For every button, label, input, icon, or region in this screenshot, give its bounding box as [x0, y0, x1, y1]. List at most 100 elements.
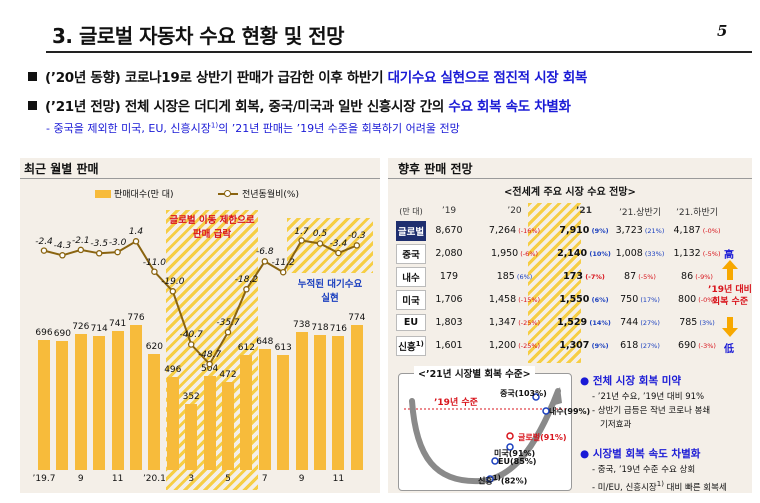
bullet-2: (’21년 전망) 전체 시장은 더디게 회복, 중국/미국과 일반 신흥시장 … [28, 95, 571, 115]
highlight-column-2021 [528, 203, 581, 363]
note-1-head: ● 전체 시장 회복 미약 [580, 375, 682, 387]
annotation-blue: 누적된 대기수요 실현 [297, 279, 363, 304]
recovery-box [398, 373, 572, 491]
bar-8 [185, 404, 198, 470]
x-tick-label: ’20.1 [142, 474, 166, 484]
yoy-point-6 [151, 268, 158, 275]
table-row: EU 1,803 1,347 (-25%) 1,529 (14%) 744 (27%) 7… [396, 311, 725, 334]
row-label: EU [396, 314, 426, 331]
bullet-1: (’20년 동향) 코로나19로 상반기 판매가 급감한 이후 하반기 대기수요… [28, 66, 587, 86]
table-cell: 1,347 (-25%) [488, 317, 541, 328]
table-cell: 1,950 (-6%) [491, 248, 538, 259]
table-cell: 7,910 (9%) [559, 225, 609, 236]
yoy-value-label: -2.4 [35, 236, 53, 247]
table-cell: 1,200 (-25%) [488, 340, 541, 351]
col-header: ’21 [576, 206, 592, 216]
table-cell: 690 (-3%) [678, 340, 716, 351]
table-cell: 800 (-0%) [678, 294, 716, 305]
yoy-point-12 [261, 258, 269, 265]
bullet-1-highlight: 대기수요 실현으로 점진적 시장 회복 [387, 70, 588, 86]
table-cell: 1,601 [435, 340, 463, 351]
annotation-red: 글로벌 이동 제한으로 판매 급락 [169, 215, 255, 240]
yoy-point-17 [353, 242, 361, 249]
note-2-head: ● 시장별 회복 속도 차별화 [580, 448, 701, 460]
yoy-point-5 [132, 238, 140, 245]
scale-low-label: 低 [724, 344, 734, 355]
bar-value-label: 714 [90, 324, 108, 335]
table-cell: 1,307 (9%) [559, 340, 609, 351]
bar-value-label: 613 [274, 343, 292, 354]
curve-arrow-icon [548, 387, 562, 407]
legend-line-marker [224, 190, 231, 197]
recovery-curve [409, 388, 561, 485]
bar-17 [350, 324, 363, 470]
x-tick-label: 7 [261, 474, 268, 484]
bar-value-label: 716 [329, 323, 347, 334]
unit-label: (만 대) [399, 206, 423, 216]
recovery-title: <’21년 시장별 회복 수준> [414, 366, 535, 380]
bar-value-label: 718 [311, 323, 329, 334]
table-cell: 2,080 [435, 248, 463, 259]
yoy-value-label: -2.1 [72, 235, 90, 246]
outlook-panel-title: 향후 판매 전망 [398, 162, 473, 176]
yoy-point-16 [335, 249, 342, 257]
yoy-value-label: 1.7 [294, 226, 309, 237]
x-tick-label: 9 [77, 474, 84, 484]
table-cell: 1,803 [435, 317, 463, 328]
table-cell: 8,670 [435, 225, 463, 236]
bar-value-label: 741 [109, 319, 127, 330]
point-eu [491, 457, 499, 465]
chart-panel-title: 최근 월별 판매 [24, 162, 99, 176]
bar-value-label: 774 [348, 312, 366, 323]
yoy-point-15 [316, 240, 324, 247]
table-cell: 1,132 (-5%) [673, 248, 721, 259]
bar-value-label: 472 [219, 369, 237, 380]
table-cell: 1,529 (14%) [557, 317, 611, 328]
bar-value-label: 776 [127, 312, 145, 323]
row-label: 미국 [396, 289, 426, 310]
table-header-row: (만 대) ’19 ’20 ’21 ’21.상반기 ’21.하반기 [396, 203, 725, 219]
bar-6 [148, 353, 161, 470]
table-cell: 3,723 (21%) [615, 225, 665, 236]
yoy-value-label: -3.4 [329, 239, 348, 250]
bullet-1-text: (’20년 동향) 코로나19로 상반기 판매가 급감한 이후 하반기 [45, 70, 388, 86]
table-cell: 7,264 (-16%) [488, 225, 541, 236]
bar-13 [277, 355, 290, 470]
legend-line-label: 전년동월비(%) [242, 190, 299, 200]
note-2-items: - 중국, ’19년 수준 수요 상회 - 미/EU, 신흥시장1) 대비 빠른… [592, 465, 727, 493]
point-global [506, 432, 514, 440]
yoy-value-label: -48.7 [197, 350, 222, 361]
scale-high-label: 高 [724, 250, 734, 261]
yoy-value-label: 1.4 [128, 227, 144, 238]
bar-value-label: 690 [53, 328, 71, 339]
bar-7 [166, 377, 179, 470]
ref-label-2019: ’19년 수준 [434, 398, 478, 408]
x-tick-label: 9 [298, 474, 305, 484]
bar-value-label: 648 [256, 336, 274, 347]
yoy-value-label: -4.3 [53, 241, 72, 252]
table-cell: 750 (17%) [620, 294, 660, 305]
bar-0 [38, 339, 50, 470]
row-label: 내수 [396, 266, 426, 287]
bar-12 [258, 348, 271, 470]
x-tick-label: 11 [111, 474, 124, 484]
table-cell: 4,187 (-0%) [673, 225, 721, 236]
point-us [506, 443, 514, 451]
yoy-point-8 [187, 341, 195, 348]
bar-1 [56, 340, 69, 470]
x-tick-label: ’19.7 [32, 474, 56, 484]
chart-panel-divider [20, 178, 380, 179]
table-title: <전세계 주요 시장 수요 전망> [504, 187, 636, 198]
table-row: 미국 1,706 1,458 (-15%) 1,550 (6%) 750 (17%) 80… [396, 288, 725, 311]
table-row: 중국 2,080 1,950 (-6%) 2,140 (10%) 1,008 (33%)… [396, 242, 725, 265]
table-cell: 185 (6%) [496, 271, 533, 282]
yoy-point-14 [298, 237, 305, 244]
outlook-table: (만 대) ’19 ’20 ’21 ’21.상반기 ’21.하반기 글로벌 8,6… [396, 203, 725, 357]
x-tick-label: 3 [188, 474, 195, 484]
bullet-2-highlight: 수요 회복 속도 차별화 [448, 99, 571, 115]
bar-value-label: 696 [35, 327, 53, 338]
bar-value-label: 738 [293, 319, 311, 330]
bar-10 [222, 381, 234, 470]
point-china [532, 393, 540, 401]
label-domestic: 내수(99%) [549, 407, 591, 416]
